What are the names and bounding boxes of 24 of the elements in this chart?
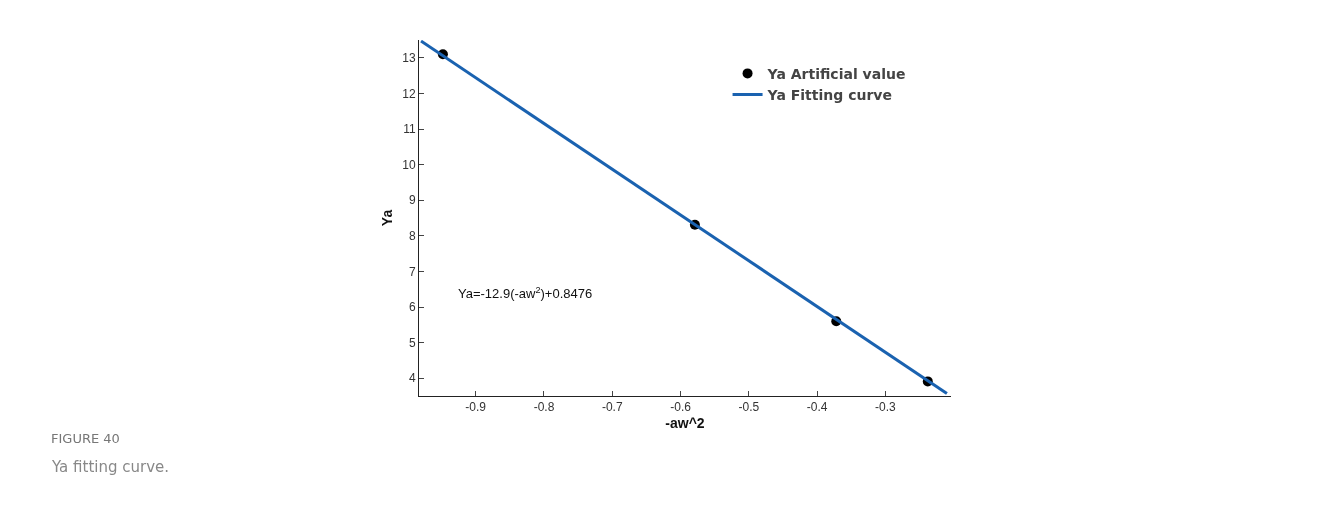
y-tick-label: 4 [408,371,416,386]
x-tick-label: -0.4 [806,400,828,415]
legend-label: Ya Fitting curve [766,87,892,104]
y-tick-label: 12 [402,86,416,101]
x-axis-title: -aw^2 [665,414,705,431]
y-tick-label: 11 [403,122,416,137]
x-tick-label: -0.9 [465,400,487,415]
x-tick-label: -0.8 [533,400,555,415]
y-tick-label: 5 [408,335,416,350]
y-tick-label: 13 [402,51,416,65]
x-tick-label: -0.3 [875,400,897,415]
x-tick-label: -0.6 [670,400,692,415]
x-tick-label: -0.7 [601,400,623,415]
y-tick-label: 7 [408,264,416,279]
y-tick-label: 9 [408,193,416,208]
text: Ya fitting curve. [51,458,170,476]
y-tick-label: 6 [408,300,416,315]
x-tick-label: -0.5 [738,400,760,415]
y-tick-label: 8 [408,229,416,243]
legend-label: Ya Artificial value [766,65,906,82]
caption: FIGURE 40 [51,431,120,446]
annotation: Ya=-12.9(-aw$^{2}$)+0.8476 [458,285,593,302]
y-tick-label: 10 [402,157,416,172]
y-axis-title: Ya [378,209,395,227]
